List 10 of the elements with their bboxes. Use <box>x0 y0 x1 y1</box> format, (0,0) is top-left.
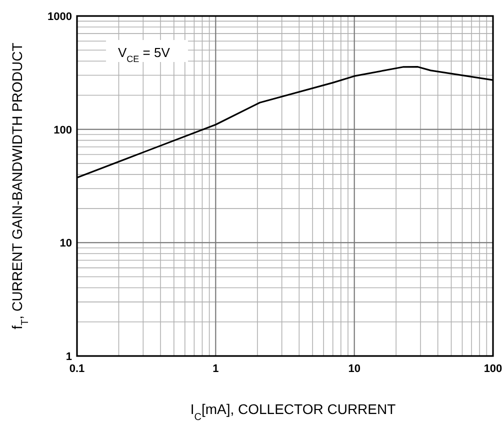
x-tick-label: 0.1 <box>69 363 85 375</box>
y-tick-label: 1 <box>66 351 72 363</box>
x-tick-label: 1 <box>212 363 219 375</box>
annotation: V$_{CE}$ = 5V <box>118 45 170 64</box>
x-tick-label: 10 <box>348 363 360 375</box>
x-axis-title: I$_{C}$[mA], COLLECTOR CURRENT <box>190 401 396 422</box>
y-tick-label: 100 <box>54 124 72 136</box>
y-tick-label: 10 <box>60 238 72 250</box>
y-tick-label: 1000 <box>48 11 72 23</box>
x-tick-label: 100 <box>484 363 502 375</box>
